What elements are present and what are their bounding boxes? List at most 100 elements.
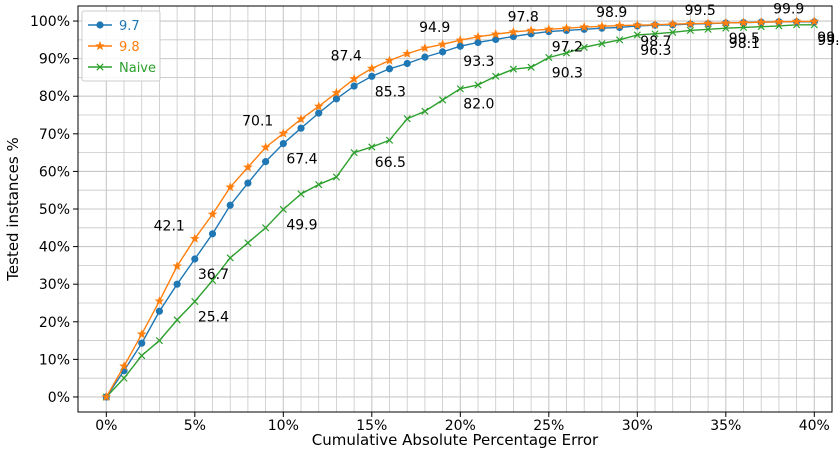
legend-label: 9.8: [119, 40, 140, 55]
x-tick-label: 0%: [95, 418, 117, 434]
data-point-9-7: [332, 95, 341, 103]
data-point-9-8: [597, 21, 607, 31]
data-point-9-8: [367, 63, 377, 73]
x-marker-stroke: [173, 316, 181, 324]
data-point-naive: [350, 148, 358, 157]
data-point-naive: [421, 107, 429, 115]
legend-marker: [96, 63, 104, 71]
data-point-naive: [155, 336, 164, 345]
x-marker-stroke: [208, 276, 217, 285]
data-point-9-7: [456, 42, 464, 50]
data-point-9-8: [402, 48, 413, 58]
grid: [78, 6, 832, 412]
x-marker-stroke: [421, 107, 429, 115]
data-point-9-8: [260, 142, 271, 152]
data-point-9-8: [490, 29, 501, 39]
y-tick-label: 40%: [39, 240, 70, 256]
data-point-9-7: [315, 109, 323, 117]
data-point-9-8: [473, 31, 483, 41]
data-label: 99.0: [817, 33, 840, 49]
x-marker-stroke: [562, 49, 571, 57]
data-point-9-8: [526, 25, 536, 35]
data-label: 87.4: [331, 48, 362, 64]
data-point-9-8: [455, 35, 466, 45]
data-point-9-8: [508, 26, 519, 37]
x-tick-label: 30%: [622, 418, 653, 434]
axes: 0% 5% 10% 15% 20% 25% 30% 35% 40% 0% 10% 20% 30% 40% 5…: [30, 5, 833, 434]
x-marker-stroke: [545, 53, 553, 62]
x-marker-stroke: [598, 39, 606, 48]
data-point-9-8: [437, 39, 448, 49]
legend-box: [81, 10, 161, 82]
data-label: 36.7: [198, 267, 229, 283]
y-tick-label: 20%: [39, 315, 70, 331]
legend-item-9-7: 9.7: [88, 19, 140, 34]
y-tick-label: 80%: [39, 89, 70, 105]
x-marker-stroke: [244, 239, 252, 247]
x-marker-stroke: [120, 374, 128, 382]
data-point-9-7: [208, 230, 217, 238]
data-point-naive: [244, 239, 252, 247]
data-point-9-7: [439, 48, 447, 56]
x-marker-stroke: [456, 85, 464, 93]
data-point-9-8: [225, 182, 236, 192]
data-point-naive: [615, 36, 624, 44]
data-point-naive: [456, 85, 464, 93]
y-tick-label: 60%: [39, 164, 70, 180]
x-marker-stroke: [527, 63, 535, 71]
y-tick-label: 50%: [39, 202, 70, 218]
data-label: 99.5: [729, 31, 760, 47]
data-point-9-8: [791, 16, 802, 26]
x-marker-stroke: [350, 148, 358, 157]
x-marker-stroke: [474, 81, 482, 89]
data-label: 42.1: [154, 219, 185, 235]
data-point-naive: [138, 351, 146, 360]
x-marker-stroke: [297, 190, 305, 198]
data-point-9-7: [173, 280, 181, 288]
data-label: 82.0: [463, 97, 494, 113]
x-marker-stroke: [580, 43, 588, 51]
data-label: 99.5: [685, 3, 716, 19]
x-axis-title: Cumulative Absolute Percentage Error: [312, 431, 599, 449]
data-point-naive: [297, 190, 305, 198]
legend-label: Naive: [119, 61, 156, 76]
data-point-naive: [474, 81, 482, 89]
data-point-9-8: [579, 22, 589, 32]
x-tick-label: 5%: [184, 418, 206, 434]
data-point-9-7: [350, 82, 358, 90]
y-tick-label: 90%: [39, 52, 70, 68]
data-point-9-8: [667, 19, 678, 29]
data-point-9-8: [703, 18, 713, 28]
data-point-naive: [651, 30, 659, 38]
data-label: 67.4: [286, 152, 317, 168]
y-tick-label: 30%: [39, 277, 70, 293]
x-marker-stroke: [704, 25, 712, 33]
data-point-9-8: [774, 16, 784, 26]
series-9-8: [101, 16, 820, 402]
data-point-9-8: [721, 17, 731, 27]
x-marker-stroke: [332, 173, 341, 181]
data-label: 49.9: [286, 217, 317, 233]
data-point-9-8: [190, 233, 200, 243]
data-point-9-8: [420, 43, 430, 53]
data-point-9-8: [384, 55, 395, 65]
x-marker-stroke: [191, 297, 199, 306]
data-point-9-8: [119, 361, 129, 371]
data-point-9-7: [368, 72, 376, 80]
data-point-9-8: [756, 17, 766, 27]
x-marker-stroke: [686, 26, 695, 35]
data-point-9-8: [349, 73, 359, 84]
data-point-9-7: [421, 53, 429, 61]
data-point-naive: [368, 143, 376, 151]
data-point-naive: [633, 31, 641, 39]
y-axis-title: Tested instances %: [4, 137, 22, 281]
x-marker-stroke: [509, 65, 518, 73]
data-label: 93.3: [463, 54, 494, 70]
x-marker-stroke: [315, 180, 323, 189]
data-point-9-8: [544, 24, 554, 34]
data-point-9-7: [138, 339, 146, 347]
data-point-naive: [598, 39, 606, 48]
data-point-naive: [315, 180, 323, 189]
data-point-naive: [120, 374, 128, 382]
data-point-naive: [226, 254, 234, 262]
